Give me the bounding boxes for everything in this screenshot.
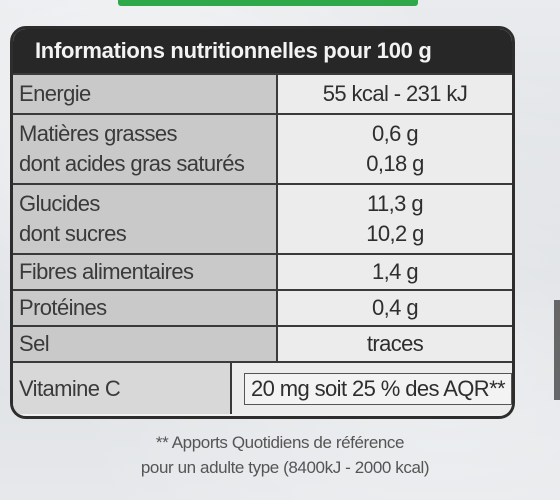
value-cell: traces bbox=[278, 327, 512, 361]
green-packaging-strip bbox=[118, 0, 418, 6]
footnote-line-2: pour un adulte type (8400kJ - 2000 kcal) bbox=[140, 458, 430, 477]
acides-gras-satures-label: dont acides gras saturés bbox=[19, 151, 245, 176]
sel-label: Sel bbox=[19, 331, 50, 356]
value-cell: 0,4 g bbox=[278, 291, 512, 325]
vitamine-c-value: 20 mg soit 25 % des AQR** bbox=[243, 372, 512, 405]
sucres-value: 10,2 g bbox=[366, 221, 424, 246]
row-matieres-grasses: Matières grasses dont acides gras saturé… bbox=[13, 113, 512, 183]
nutrition-facts-table: Informations nutritionnelles pour 100 g … bbox=[10, 26, 515, 419]
value-cell: 20 mg soit 25 % des AQR** bbox=[231, 363, 512, 414]
matieres-grasses-label: Matières grasses bbox=[19, 121, 178, 146]
fibres-label: Fibres alimentaires bbox=[19, 259, 194, 284]
footnote: ** Apports Quotidiens de référence pour … bbox=[0, 430, 560, 480]
glucides-label: Glucides bbox=[19, 191, 100, 216]
footnote-line-1: ** Apports Quotidiens de référence bbox=[155, 433, 405, 452]
sucres-label: dont sucres bbox=[19, 221, 127, 246]
proteines-value: 0,4 g bbox=[372, 295, 419, 320]
energie-value: 55 kcal - 231 kJ bbox=[322, 81, 468, 106]
vitamine-c-label: Vitamine C bbox=[19, 375, 121, 401]
row-energie: Energie 55 kcal - 231 kJ bbox=[13, 73, 512, 113]
label-cell: Vitamine C bbox=[13, 363, 232, 414]
matieres-grasses-value: 0,6 g bbox=[372, 121, 419, 146]
label-cell: Energie bbox=[13, 75, 278, 113]
row-proteines: Protéines 0,4 g bbox=[13, 289, 512, 325]
label-cell: Protéines bbox=[13, 291, 278, 325]
value-cell: 55 kcal - 231 kJ bbox=[278, 75, 512, 113]
row-fibres: Fibres alimentaires 1,4 g bbox=[13, 253, 512, 289]
row-vitamine-c: Vitamine C 20 mg soit 25 % des AQR** bbox=[13, 361, 512, 414]
value-cell: 0,6 g 0,18 g bbox=[278, 115, 512, 183]
label-cell: Glucides dont sucres bbox=[13, 185, 278, 253]
fibres-value: 1,4 g bbox=[372, 259, 419, 284]
label-cell: Matières grasses dont acides gras saturé… bbox=[13, 115, 278, 183]
energie-label: Energie bbox=[19, 81, 91, 106]
proteines-label: Protéines bbox=[19, 295, 107, 320]
table-title: Informations nutritionnelles pour 100 g bbox=[13, 29, 512, 73]
acides-gras-satures-value: 0,18 g bbox=[366, 151, 424, 176]
row-glucides: Glucides dont sucres 11,3 g 10,2 g bbox=[13, 183, 512, 253]
row-sel: Sel traces bbox=[13, 325, 512, 361]
package-edge-shadow bbox=[554, 300, 560, 400]
label-cell: Sel bbox=[13, 327, 278, 361]
value-cell: 11,3 g 10,2 g bbox=[278, 185, 512, 253]
sel-value: traces bbox=[366, 331, 424, 356]
value-cell: 1,4 g bbox=[278, 255, 512, 289]
glucides-value: 11,3 g bbox=[367, 191, 424, 216]
label-cell: Fibres alimentaires bbox=[13, 255, 278, 289]
